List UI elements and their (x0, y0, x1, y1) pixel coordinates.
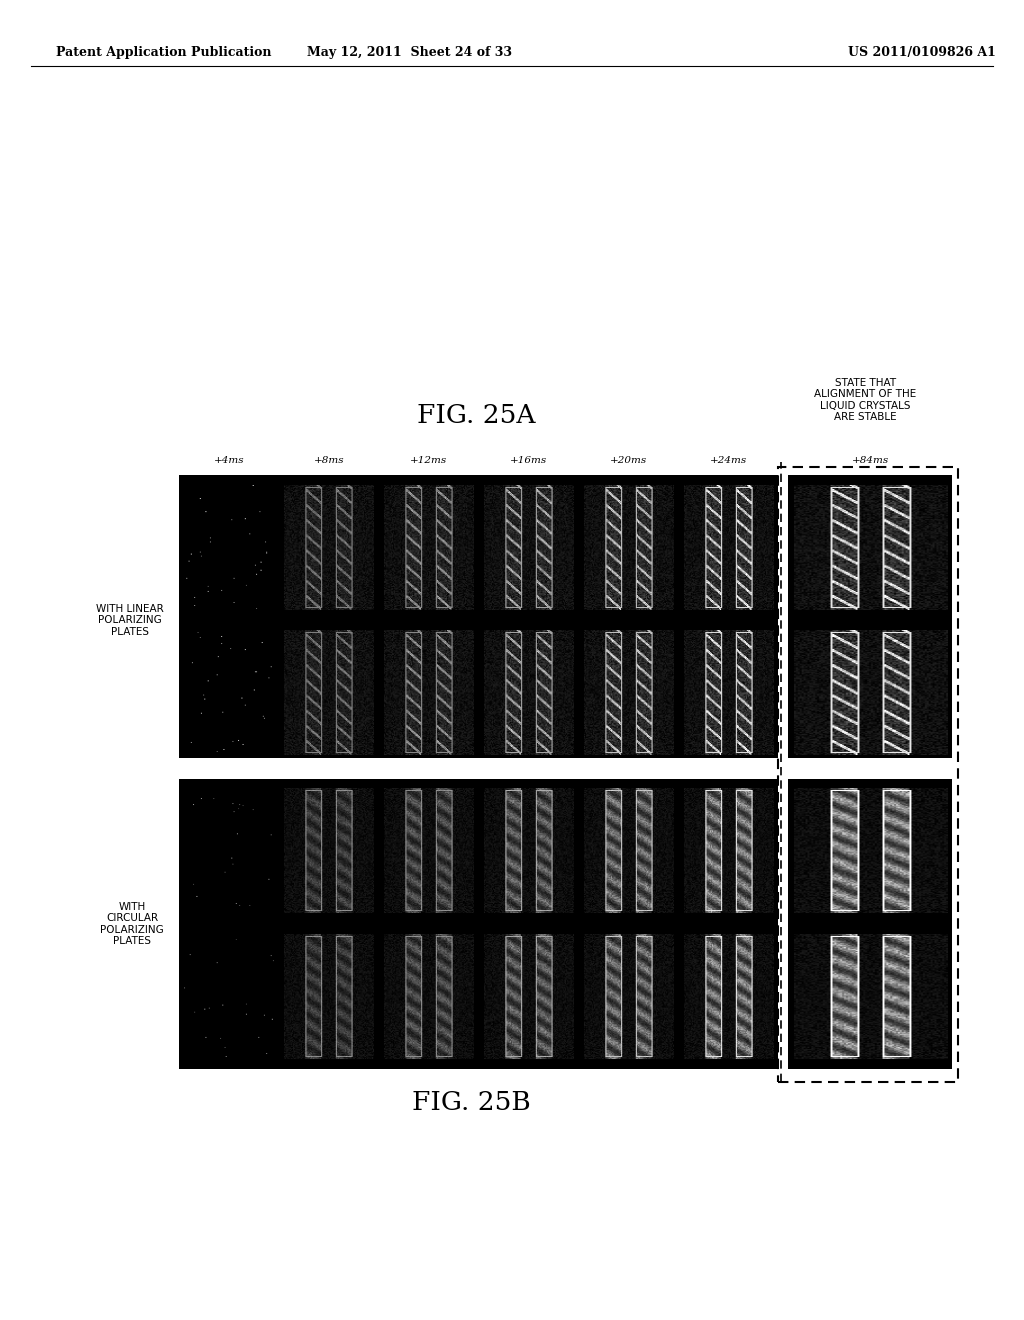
Text: WITH
CIRCULAR
POLARIZING
PLATES: WITH CIRCULAR POLARIZING PLATES (100, 902, 164, 946)
Bar (788, 758, 952, 775)
Text: +12ms: +12ms (411, 455, 447, 465)
Bar (778, 467, 958, 1082)
Bar (788, 779, 952, 1069)
Text: +20ms: +20ms (610, 455, 647, 465)
Text: FIG. 25B: FIG. 25B (412, 1090, 530, 1114)
Text: +24ms: +24ms (710, 455, 746, 465)
Text: Patent Application Publication: Patent Application Publication (56, 46, 271, 59)
Text: US 2011/0109826 A1: US 2011/0109826 A1 (848, 46, 995, 59)
Text: WITH LINEAR
POLARIZING
PLATES: WITH LINEAR POLARIZING PLATES (96, 603, 164, 638)
Text: +16ms: +16ms (510, 455, 547, 465)
Bar (179, 475, 778, 766)
Text: FIG. 25A: FIG. 25A (417, 404, 536, 428)
Text: +84ms: +84ms (852, 455, 889, 465)
Text: +4ms: +4ms (214, 455, 245, 465)
Text: May 12, 2011  Sheet 24 of 33: May 12, 2011 Sheet 24 of 33 (307, 46, 512, 59)
Bar (179, 779, 778, 1069)
Text: +8ms: +8ms (313, 455, 344, 465)
Bar (179, 758, 778, 775)
Text: STATE THAT
ALIGNMENT OF THE
LIQUID CRYSTALS
ARE STABLE: STATE THAT ALIGNMENT OF THE LIQUID CRYST… (814, 378, 916, 422)
Bar (788, 475, 952, 766)
